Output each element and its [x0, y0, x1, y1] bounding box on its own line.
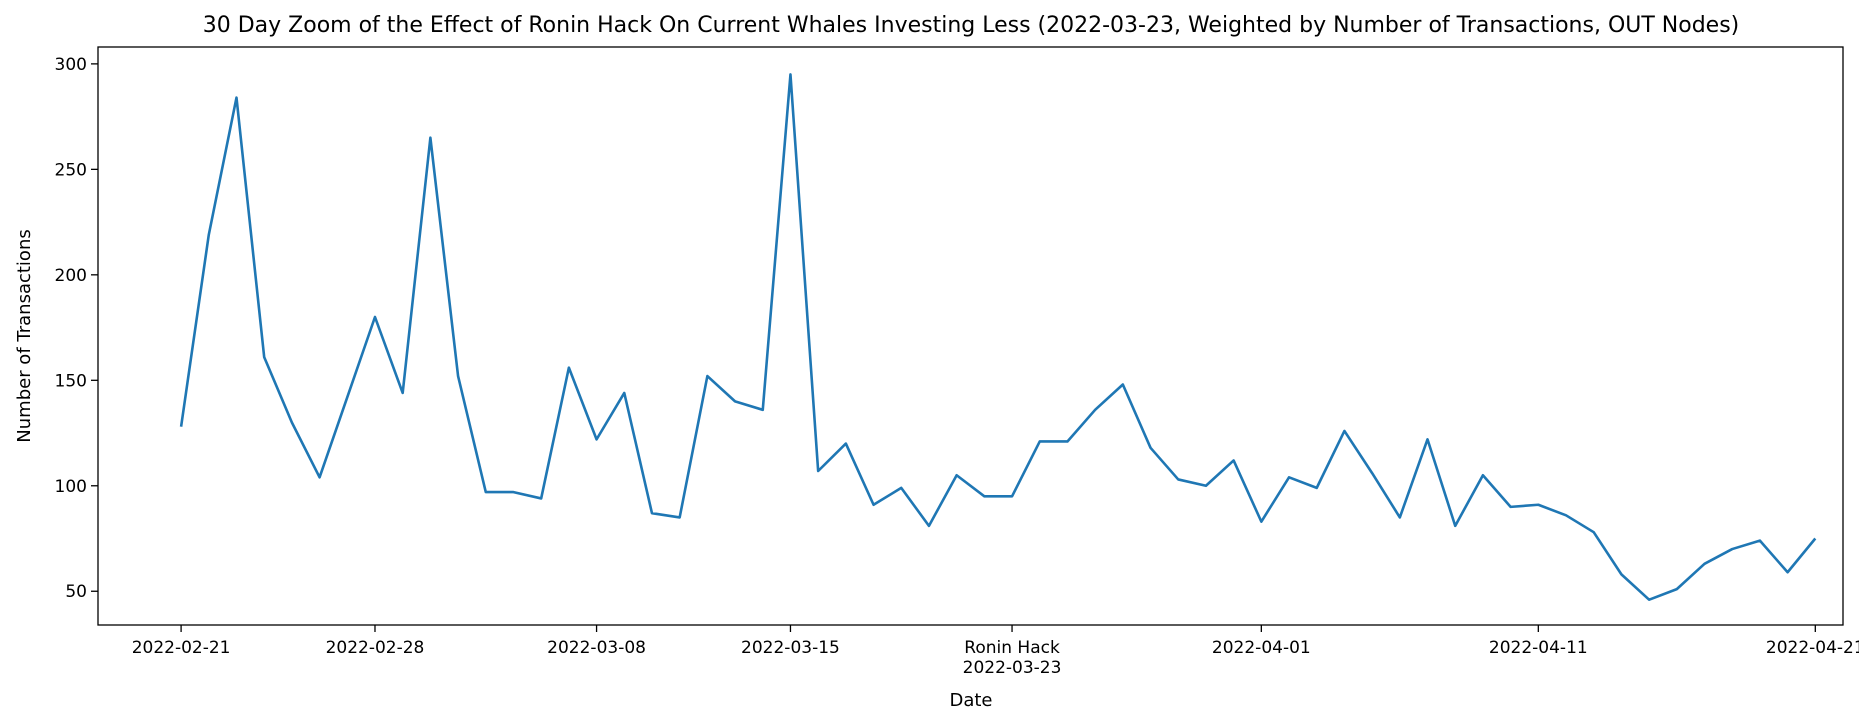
x-tick-label: 2022-02-21	[132, 638, 231, 658]
y-tick-label: 150	[55, 371, 87, 391]
series-line	[179, 73, 1817, 601]
y-axis: 50 100 150 200 250 300	[55, 55, 98, 602]
y-tick-label: 100	[55, 477, 87, 497]
x-tick-label-date: 2022-03-23	[963, 658, 1062, 678]
chart-title: 30 Day Zoom of the Effect of Ronin Hack …	[203, 13, 1740, 38]
x-tick-label: 2022-03-08	[547, 638, 646, 658]
x-axis-title: Date	[949, 690, 992, 711]
x-tick-label: 2022-04-21	[1766, 638, 1859, 658]
x-axis: 2022-02-21 2022-02-28 2022-03-08 2022-03-15…	[132, 625, 1859, 678]
y-tick-label: 50	[65, 582, 87, 602]
x-tick-label: 2022-03-15	[741, 638, 840, 658]
y-axis-title: Number of Transactions	[14, 229, 35, 442]
data-points	[181, 74, 1816, 600]
x-tick-label: Ronin Hack	[964, 638, 1060, 658]
plot-area	[97, 46, 1844, 626]
x-tick-label: 2022-04-01	[1212, 638, 1311, 658]
x-tick-label: 2022-02-28	[326, 638, 425, 658]
x-tick-label: 2022-04-11	[1489, 638, 1588, 658]
y-tick-label: 250	[55, 160, 87, 180]
y-tick-label: 200	[55, 266, 87, 286]
y-tick-label: 300	[55, 55, 87, 75]
